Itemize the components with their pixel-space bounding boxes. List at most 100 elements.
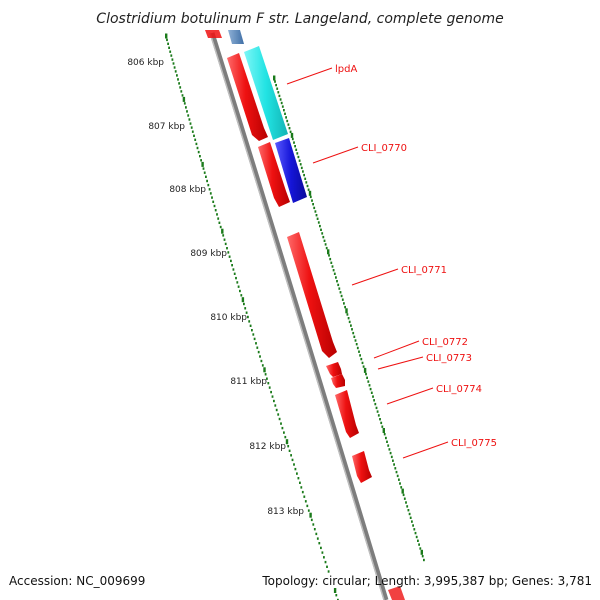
kbp-tick — [169, 50, 172, 53]
kbp-label-807: 807 kbp — [148, 122, 185, 132]
kbp-tick — [382, 428, 385, 433]
kbp-tick — [395, 470, 398, 474]
kbp-tick — [316, 217, 319, 220]
kbp-label-813: 813 kbp — [267, 507, 304, 517]
kbp-tick — [366, 376, 368, 379]
kbp-tick — [348, 320, 351, 324]
kbp-tick — [207, 183, 210, 187]
gene-label-leaders — [286, 67, 449, 459]
kbp-tick — [288, 127, 291, 130]
kbp-tick — [303, 495, 306, 498]
kbp-tick — [263, 367, 266, 373]
kbp-tick — [285, 116, 287, 119]
kbp-tick — [319, 224, 321, 228]
kbp-tick — [375, 406, 378, 410]
kbp-tick — [194, 138, 197, 141]
leader-CLI_0774 — [386, 387, 434, 405]
kbp-tick — [179, 86, 182, 89]
kbp-tick — [332, 269, 335, 272]
kbp-tick — [190, 126, 193, 129]
kbp-tick — [303, 173, 305, 177]
kbp-tick — [287, 123, 290, 126]
kbp-tick — [274, 80, 276, 83]
kbp-tick — [307, 509, 310, 512]
kbp-tick — [232, 268, 235, 271]
leader-CLI_0770 — [312, 146, 359, 164]
kbp-tick — [412, 524, 414, 527]
gene-label-CLI_0774[interactable]: CLI_0774 — [436, 384, 482, 395]
kbp-tick — [399, 482, 401, 485]
kbp-label-809: 809 kbp — [190, 249, 227, 259]
kbp-tick — [414, 531, 417, 535]
gene-label-CLI_0771[interactable]: CLI_0771 — [401, 265, 447, 276]
kbp-tick — [297, 155, 300, 159]
kbp-tick — [197, 150, 200, 154]
gene-CLI_0772-arrow[interactable] — [326, 362, 342, 377]
kbp-tick — [283, 109, 285, 112]
kbp-tick — [350, 324, 352, 327]
genome-backbone — [209, 32, 389, 600]
kbp-tick — [406, 505, 409, 508]
kbp-tick — [336, 280, 338, 283]
gene-label-CLI_0775[interactable]: CLI_0775 — [451, 438, 497, 449]
kbp-tick — [372, 395, 374, 398]
kbp-tick — [259, 355, 261, 358]
kbp-tick — [248, 320, 251, 323]
gene-CLI_0770-blue-feature[interactable] — [275, 138, 307, 203]
kbp-tick — [279, 98, 282, 101]
gene-label-lpdA[interactable]: lpdA — [335, 64, 357, 75]
gene-CLI_0774-arrow[interactable] — [335, 390, 359, 438]
kbp-tick — [312, 523, 315, 526]
kbp-tick — [294, 467, 297, 471]
gene-label-CLI_0770[interactable]: CLI_0770 — [361, 143, 407, 154]
gene-CLI_0773-arrow[interactable] — [331, 374, 345, 388]
leader-CLI_0772 — [373, 340, 420, 359]
leader-CLI_0773 — [377, 356, 424, 370]
kbp-tick — [339, 291, 342, 294]
gene-label-CLI_0772[interactable]: CLI_0772 — [422, 337, 468, 348]
kbp-tick — [398, 478, 400, 481]
kbp-tick — [252, 333, 255, 336]
kbp-tick — [211, 196, 213, 199]
kbp-tick — [285, 439, 289, 445]
gene-CLI_0775-arrow[interactable] — [352, 451, 372, 483]
kbp-tick — [306, 504, 309, 508]
kbp-tick — [421, 555, 424, 558]
kbp-tick — [214, 209, 217, 212]
kbp-tick — [407, 509, 410, 512]
gene-label-CLI_0773[interactable]: CLI_0773 — [426, 353, 472, 364]
kbp-tick — [226, 247, 228, 250]
kbp-tick — [230, 259, 232, 263]
kbp-tick — [337, 598, 339, 600]
kbp-tick — [300, 486, 303, 489]
gene-CLI_0771-arrow[interactable] — [287, 232, 337, 358]
kbp-tick — [346, 313, 349, 316]
kbp-tick — [280, 101, 283, 105]
gene-CLI_0770-arrow[interactable] — [258, 142, 290, 207]
gene-lpdA-arrow[interactable] — [227, 53, 268, 141]
kbp-tick — [321, 232, 324, 235]
kbp-tick — [316, 537, 319, 540]
kbp-tick — [261, 364, 264, 367]
kbp-tick — [278, 94, 281, 98]
kbp-tick — [173, 66, 176, 69]
gene-lpdA-cyan-feature[interactable] — [244, 46, 288, 140]
kbp-tick — [249, 324, 252, 327]
kbp-tick — [241, 297, 245, 303]
kbp-tick — [199, 155, 201, 158]
kbp-tick — [233, 272, 236, 275]
kbp-tick — [335, 276, 337, 279]
kbp-tick — [311, 199, 313, 202]
kbp-tick — [172, 62, 175, 65]
kbp-tick — [284, 435, 287, 439]
kbp-tick — [277, 91, 280, 94]
leader-CLI_0771 — [351, 268, 399, 286]
kbp-tick — [253, 337, 256, 341]
kbp-tick — [400, 486, 403, 489]
kbp-tick — [182, 96, 186, 102]
kbp-tick — [201, 161, 204, 167]
kbp-tick — [228, 255, 231, 258]
kbp-label-808: 808 kbp — [169, 185, 206, 195]
kbp-tick — [338, 287, 341, 290]
kbp-tick — [396, 474, 399, 478]
